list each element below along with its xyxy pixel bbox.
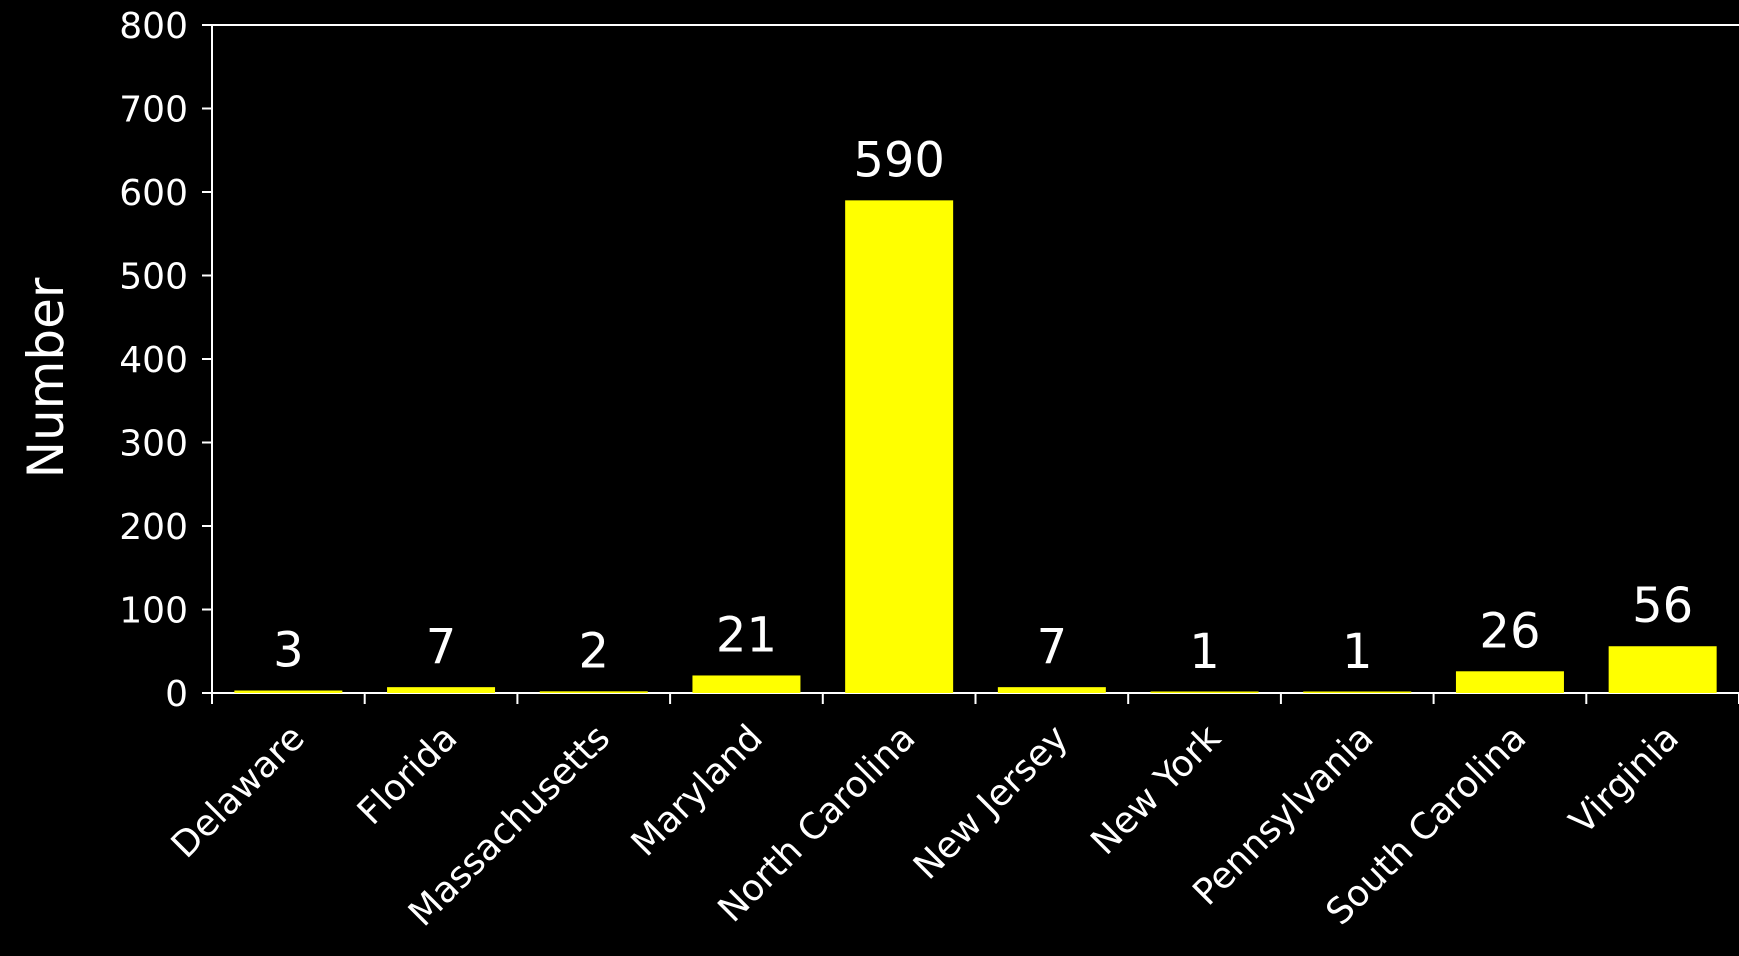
- y-tick-label: 0: [165, 674, 188, 715]
- x-axis-ticks: [211, 693, 1739, 704]
- bar: [845, 200, 954, 693]
- y-axis-ticks: 0 100 200 300 400 500 600 700 800: [119, 6, 212, 715]
- bar: [692, 675, 801, 693]
- data-label: 2: [578, 623, 609, 679]
- y-tick-label: 300: [119, 424, 188, 465]
- data-label: 56: [1632, 578, 1693, 634]
- bar: [387, 687, 496, 693]
- data-label: 3: [273, 622, 304, 678]
- bars: [234, 200, 1717, 693]
- y-axis-label: Number: [17, 277, 75, 478]
- y-tick-label: 500: [119, 257, 188, 298]
- bar: [539, 691, 648, 693]
- data-label: 7: [426, 619, 457, 675]
- y-tick-label: 700: [119, 90, 188, 131]
- bar: [1303, 691, 1412, 693]
- bar: [234, 690, 343, 693]
- y-tick-label: 600: [119, 173, 188, 214]
- data-label: 26: [1479, 603, 1540, 659]
- data-label: 1: [1189, 624, 1220, 680]
- data-label: 7: [1037, 619, 1068, 675]
- y-tick-label: 100: [119, 591, 188, 632]
- y-tick-label: 400: [119, 340, 188, 381]
- data-label: 590: [853, 132, 945, 188]
- data-label: 21: [716, 607, 777, 663]
- data-label: 1: [1342, 624, 1373, 680]
- bar: [1150, 691, 1259, 693]
- bar: [1455, 671, 1564, 693]
- data-labels: 3 7 2 21 590 7 1 1 26 56: [273, 132, 1693, 680]
- bar: [1608, 646, 1717, 693]
- bar: [997, 687, 1106, 693]
- y-tick-label: 200: [119, 507, 188, 548]
- y-tick-label: 800: [119, 6, 188, 47]
